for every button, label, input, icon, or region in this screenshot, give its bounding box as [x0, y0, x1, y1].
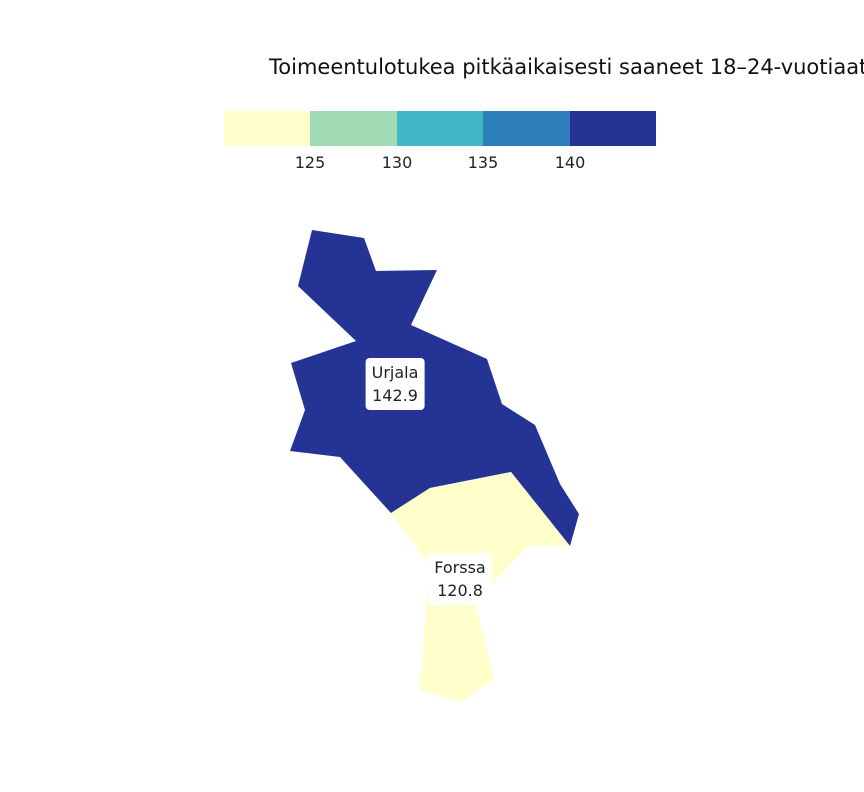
legend-tick-140: 140	[554, 153, 586, 172]
region-urjala[interactable]	[290, 230, 579, 546]
legend-swatch-2	[310, 111, 397, 146]
legend-swatch-3	[396, 111, 484, 146]
legend-swatch-1	[224, 111, 311, 146]
region-label-urjala: Urjala 142.9	[365, 358, 425, 410]
region-name-urjala: Urjala	[371, 363, 419, 382]
region-name-forssa: Forssa	[434, 558, 486, 577]
legend-tick-125: 125	[294, 153, 326, 172]
map-title: Toimeentulotukea pitkäaikaisesti saaneet…	[269, 55, 864, 79]
region-label-forssa: Forssa 120.8	[428, 553, 492, 605]
color-legend	[224, 111, 657, 146]
region-value-urjala: 142.9	[372, 386, 418, 405]
legend-tick-135: 135	[467, 153, 499, 172]
legend-swatch-4	[483, 111, 570, 146]
region-value-forssa: 120.8	[437, 581, 483, 600]
legend-tick-130: 130	[381, 153, 413, 172]
legend-swatch-5	[569, 111, 657, 146]
